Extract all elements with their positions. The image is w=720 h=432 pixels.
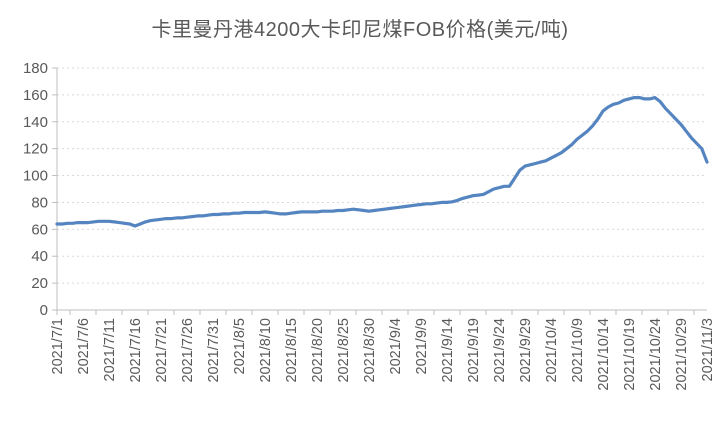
- x-axis-label: 2021/9/14: [440, 318, 456, 383]
- x-axis-label: 2021/8/25: [336, 318, 352, 383]
- x-axis-label: 2021/7/11: [102, 318, 118, 381]
- x-axis-label: 2021/8/30: [362, 318, 378, 383]
- y-axis-label: 140: [23, 114, 48, 131]
- x-axis-label: 2021/9/29: [518, 318, 534, 383]
- y-axis-label: 20: [31, 275, 48, 292]
- x-axis-label: 2021/7/21: [154, 318, 170, 383]
- x-axis-label: 2021/7/6: [76, 318, 92, 374]
- x-axis-label: 2021/9/24: [492, 318, 508, 383]
- x-axis-label: 2021/7/31: [206, 318, 222, 383]
- chart-title: 卡里曼丹港4200大卡印尼煤FOB价格(美元/吨): [151, 19, 569, 41]
- y-axis-label: 0: [40, 302, 48, 319]
- x-axis-label: 2021/10/19: [622, 318, 638, 391]
- x-axis-label: 2021/8/20: [310, 318, 326, 383]
- price-series-line: [55, 95, 709, 228]
- y-axis-label: 160: [23, 87, 48, 104]
- x-axis-label: 2021/7/16: [128, 318, 144, 383]
- x-axis-label: 2021/8/15: [284, 318, 300, 383]
- y-axis-label: 120: [23, 141, 48, 158]
- x-axis-label: 2021/10/14: [596, 318, 612, 391]
- x-axis-label: 2021/7/1: [50, 318, 66, 374]
- x-axis-label: 2021/9/9: [414, 318, 430, 374]
- x-axis-label: 2021/7/26: [180, 318, 196, 383]
- x-axis-label: 2021/10/9: [570, 318, 586, 383]
- x-axis-label: 2021/10/24: [648, 318, 664, 391]
- x-axis-label: 2021/9/4: [388, 318, 404, 374]
- x-axis-label: 2021/11/3: [700, 318, 716, 381]
- x-axis-label: 2021/10/4: [544, 318, 560, 383]
- y-axis-label: 100: [23, 168, 48, 185]
- x-axis-label: 2021/8/5: [232, 318, 248, 374]
- y-axis-label: 80: [31, 194, 48, 211]
- x-axis-label: 2021/10/29: [674, 318, 690, 391]
- y-axis-label: 60: [31, 221, 48, 238]
- x-axis-label: 2021/9/19: [466, 318, 482, 383]
- x-axis-label: 2021/8/10: [258, 318, 274, 383]
- y-axis-label: 180: [23, 60, 48, 77]
- y-axis-label: 40: [31, 248, 48, 265]
